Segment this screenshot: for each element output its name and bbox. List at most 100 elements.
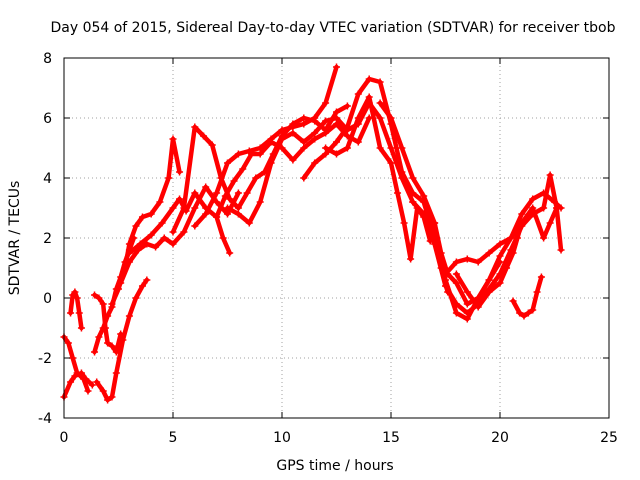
data-point (376, 114, 384, 122)
data-point (322, 117, 330, 125)
x-axis-label: GPS time / hours (276, 458, 393, 474)
data-point (322, 150, 330, 158)
data-point (540, 204, 548, 212)
data-point (99, 387, 107, 395)
data-point (289, 156, 297, 164)
data-point (540, 234, 548, 242)
data-point (67, 309, 75, 317)
data-point (546, 219, 554, 227)
data-point (409, 189, 417, 197)
data-point (132, 294, 140, 302)
data-point (485, 288, 493, 296)
data-point (529, 204, 537, 212)
data-point (99, 324, 107, 332)
series-line (192, 64, 339, 229)
data-point (95, 333, 103, 341)
data-point (407, 255, 415, 263)
data-point (156, 198, 164, 206)
data-point (333, 114, 340, 122)
data-point (147, 210, 155, 218)
data-series (60, 63, 565, 404)
data-point (546, 171, 554, 179)
data-point (180, 204, 188, 212)
data-point (104, 339, 112, 347)
data-point (409, 174, 417, 182)
data-point (311, 159, 319, 167)
x-tick-label: 15 (382, 430, 400, 446)
data-point (226, 195, 234, 203)
data-point (176, 195, 184, 203)
series-track-20 (509, 273, 545, 320)
data-point (125, 312, 133, 320)
data-point (485, 276, 493, 284)
data-point (77, 324, 85, 332)
data-point (69, 354, 77, 362)
data-point (409, 198, 417, 206)
data-point (147, 231, 155, 239)
data-point (398, 144, 406, 152)
data-point (84, 387, 92, 395)
data-point (208, 141, 216, 149)
data-point (365, 75, 373, 83)
data-point (247, 150, 255, 158)
y-tick-label: 8 (43, 51, 52, 67)
data-point (529, 306, 537, 314)
data-point (278, 126, 286, 134)
data-point (125, 240, 133, 248)
data-point (202, 210, 210, 218)
data-point (119, 336, 127, 344)
series-track-3 (67, 288, 85, 332)
data-point (99, 300, 107, 308)
data-point (300, 138, 308, 146)
y-tick-label: -4 (38, 411, 52, 427)
data-point (234, 150, 242, 158)
data-point (112, 369, 120, 377)
data-point (463, 309, 471, 317)
data-point (431, 234, 439, 242)
data-point (104, 396, 112, 404)
data-point (442, 270, 449, 278)
x-tick-label: 25 (600, 430, 618, 446)
data-point (71, 288, 79, 296)
data-point (365, 93, 373, 101)
data-point (213, 213, 221, 221)
data-point (108, 393, 116, 401)
series-line (214, 115, 372, 220)
y-tick-label: 2 (43, 231, 52, 247)
axis-ticks: 0 5 10 15 20 25 -4 -2 0 2 4 6 8 (38, 51, 618, 446)
data-point (518, 210, 526, 218)
data-point (169, 228, 177, 236)
data-point (73, 369, 81, 377)
data-point (343, 144, 351, 152)
data-point (138, 213, 146, 221)
series-track-11 (191, 63, 340, 230)
data-point (343, 123, 351, 131)
data-point (398, 168, 406, 176)
data-point (191, 204, 199, 212)
data-point (143, 276, 151, 284)
data-point (557, 246, 565, 254)
data-point (289, 129, 297, 137)
data-point (333, 108, 340, 116)
data-point (400, 219, 408, 227)
data-point (333, 120, 340, 128)
data-point (463, 300, 471, 308)
data-point (452, 300, 460, 308)
series-track-8 (117, 183, 242, 287)
data-point (191, 222, 199, 230)
data-point (516, 309, 524, 317)
data-point (442, 282, 449, 290)
data-point (234, 204, 242, 212)
data-point (95, 294, 103, 302)
data-point (529, 195, 537, 203)
data-point (333, 63, 340, 71)
data-point (80, 375, 88, 383)
data-point (354, 90, 362, 98)
data-point (256, 150, 264, 158)
data-point (91, 348, 99, 356)
series-track-19 (452, 219, 526, 311)
data-point (256, 144, 264, 152)
data-point (226, 249, 234, 257)
data-point (452, 309, 460, 317)
